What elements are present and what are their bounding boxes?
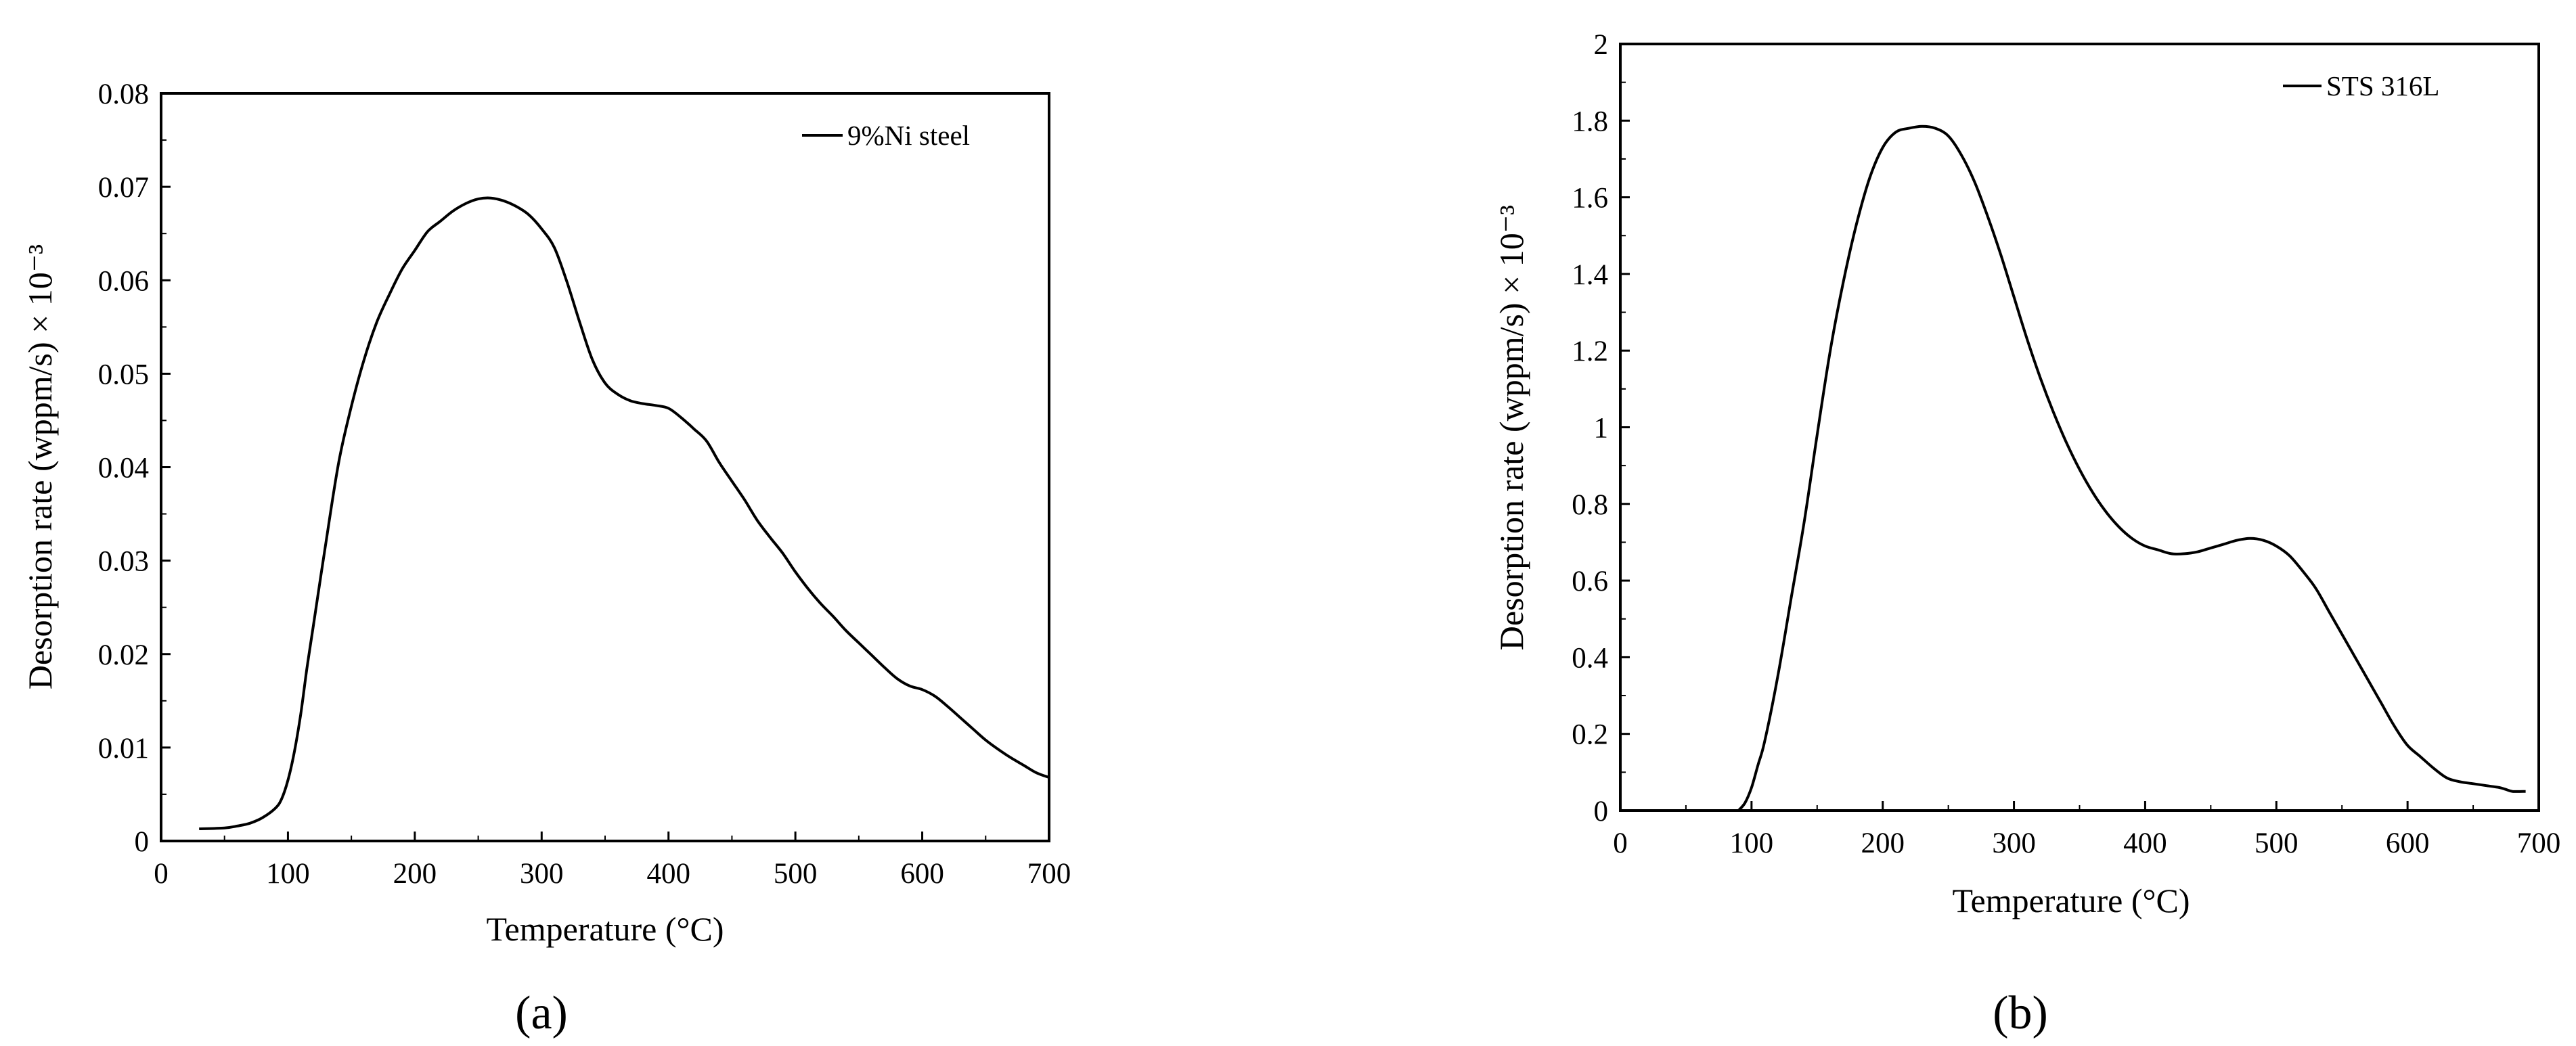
- chart-b-y-tick-label: 0.2: [1572, 719, 1608, 751]
- chart-a-series: [199, 196, 1050, 830]
- chart-b-x-tick-label: 400: [2123, 827, 2167, 859]
- chart-b: 0 0.2 0.4 0.6 0.8 1 1.2 1.4 1.6 1.8 2 0 100 200 300 40…: [1492, 29, 2560, 1039]
- chart-a-x-tick-label: 600: [900, 858, 944, 890]
- chart-b-legend: STS 316L: [2283, 70, 2439, 101]
- chart-b-y-tick-label: 0.6: [1572, 566, 1608, 597]
- chart-a-x-tick-label: 0: [154, 858, 169, 890]
- chart-a-series-line: [199, 196, 1050, 830]
- chart-a-x-ticks: [160, 832, 1050, 841]
- chart-a-x-tick-label: 500: [774, 858, 818, 890]
- chart-b-x-tick-label: 100: [1730, 827, 1774, 859]
- chart-a: 0 0.01 0.02 0.03 0.04 0.05 0.06 0.07 0.08 0 100 20…: [21, 78, 1071, 1039]
- chart-a-panel-label: (a): [515, 987, 568, 1039]
- chart-a-y-axis-title: Desorption rate (wppm/s) × 10⁻³: [21, 244, 59, 689]
- chart-a-x-tick-labels: 0 100 200 300 400 500 600 700: [154, 858, 1071, 890]
- chart-a-y-tick-label: 0.03: [98, 546, 149, 578]
- chart-a-y-tick-labels: 0 0.01 0.02 0.03 0.04 0.05 0.06 0.07 0.08: [98, 78, 149, 858]
- chart-a-legend: 9%Ni steel: [802, 120, 970, 151]
- chart-a-y-tick-label: 0.05: [98, 359, 149, 390]
- chart-b-x-ticks: [1619, 801, 2540, 811]
- chart-a-x-axis-title: Temperature (°C): [486, 910, 724, 948]
- chart-a-y-tick-label: 0.08: [98, 78, 149, 110]
- chart-b-y-tick-label: 0: [1594, 796, 1609, 827]
- chart-b-y-tick-label: 0.8: [1572, 489, 1608, 521]
- chart-b-x-tick-label: 200: [1861, 827, 1905, 859]
- chart-b-x-tick-label: 500: [2255, 827, 2299, 859]
- chart-b-x-tick-label: 600: [2386, 827, 2430, 859]
- chart-b-series: [1737, 124, 2526, 812]
- chart-b-y-ticks: [1620, 43, 1630, 812]
- chart-b-x-tick-label: 300: [1992, 827, 2036, 859]
- chart-a-x-tick-label: 300: [520, 858, 564, 890]
- chart-b-plot-frame: [1619, 43, 2540, 812]
- chart-a-y-tick-label: 0: [135, 826, 150, 858]
- chart-b-y-tick-label: 1.2: [1572, 336, 1608, 367]
- chart-b-y-axis-title: Desorption rate (wppm/s) × 10⁻³: [1492, 205, 1530, 650]
- chart-b-legend-label: STS 316L: [2326, 70, 2439, 101]
- chart-b-y-tick-label: 1.6: [1572, 183, 1608, 214]
- chart-a-y-tick-label: 0.02: [98, 639, 149, 671]
- chart-b-x-tick-labels: 0 100 200 300 400 500 600 700: [1613, 827, 2560, 859]
- chart-b-y-tick-label: 1: [1594, 413, 1609, 445]
- chart-a-x-tick-label: 200: [393, 858, 437, 890]
- chart-b-series-line: [1737, 124, 2526, 812]
- chart-a-y-tick-label: 0.06: [98, 265, 149, 297]
- chart-b-x-tick-label: 0: [1613, 827, 1628, 859]
- chart-a-y-tick-label: 0.04: [98, 453, 149, 484]
- chart-a-y-ticks: [161, 92, 171, 842]
- chart-b-y-tick-label: 1.4: [1572, 259, 1608, 291]
- chart-b-x-axis-title: Temperature (°C): [1952, 882, 2190, 919]
- chart-b-y-tick-label: 0.4: [1572, 642, 1608, 674]
- chart-b-panel-label: (b): [1993, 987, 2048, 1039]
- chart-a-x-tick-label: 400: [646, 858, 690, 890]
- chart-b-y-tick-label: 2: [1594, 29, 1609, 61]
- chart-b-y-tick-labels: 0 0.2 0.4 0.6 0.8 1 1.2 1.4 1.6 1.8 2: [1572, 29, 1608, 827]
- chart-a-y-tick-label: 0.07: [98, 172, 149, 204]
- chart-a-plot-frame: [160, 92, 1050, 842]
- chart-a-x-tick-label: 100: [266, 858, 310, 890]
- chart-a-y-tick-label: 0.01: [98, 733, 149, 765]
- chart-b-x-tick-label: 700: [2517, 827, 2561, 859]
- chart-a-legend-label: 9%Ni steel: [847, 120, 970, 151]
- chart-a-x-tick-label: 700: [1027, 858, 1071, 890]
- chart-b-y-tick-label: 1.8: [1572, 106, 1608, 137]
